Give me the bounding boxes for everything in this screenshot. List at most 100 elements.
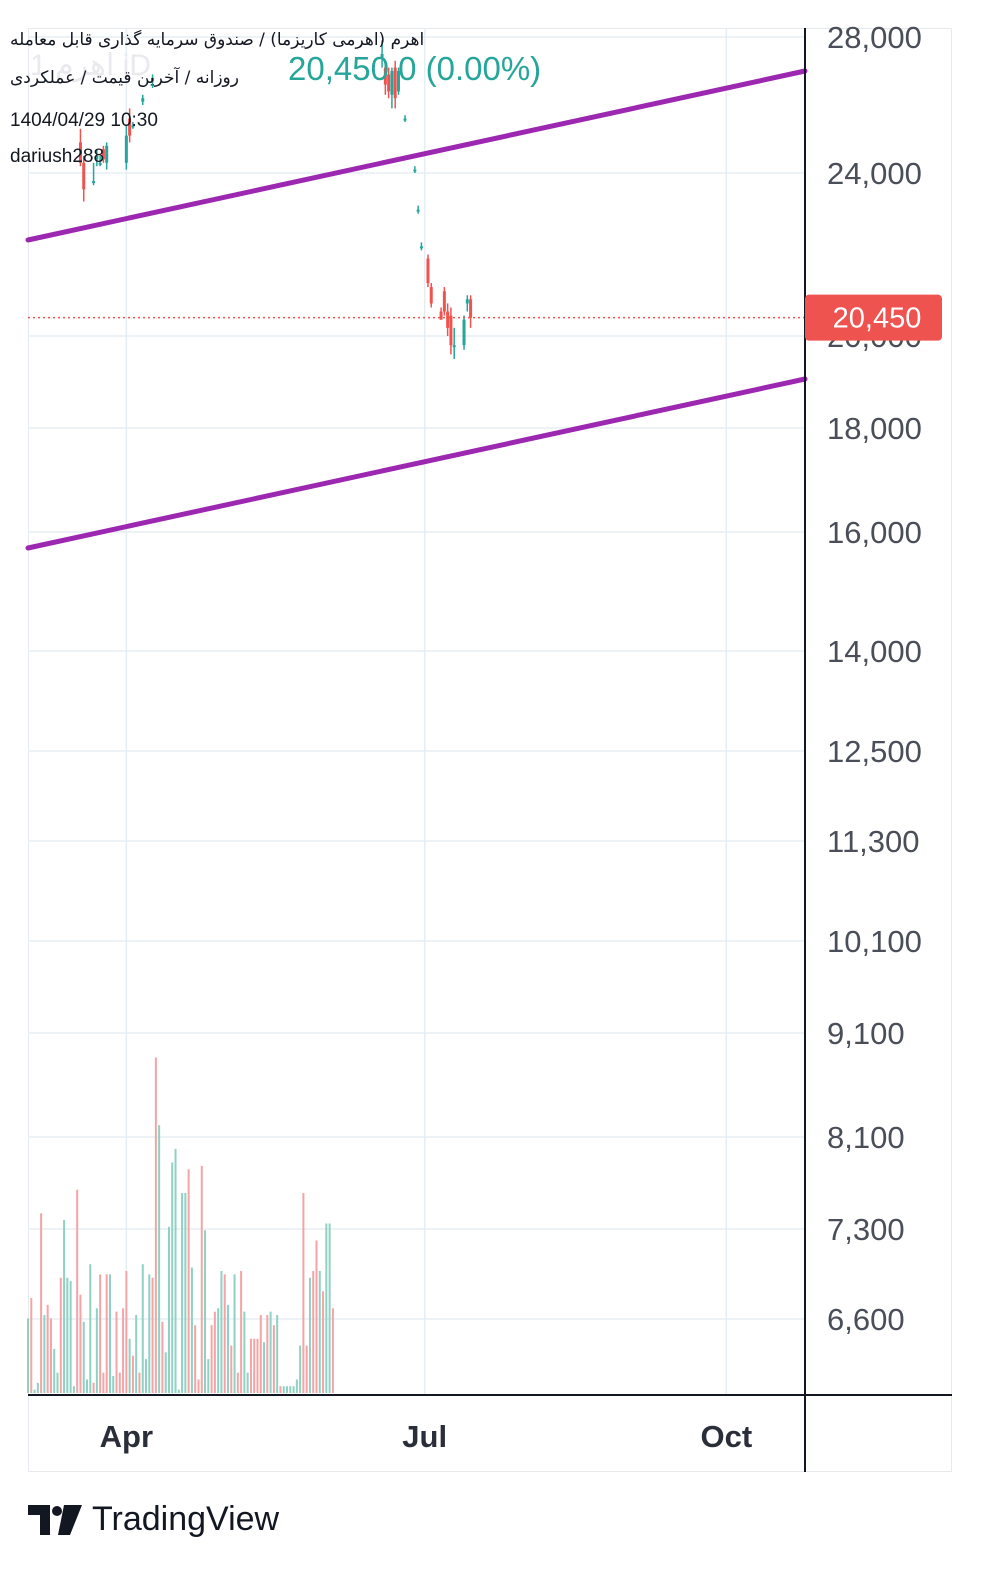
volume-bar [243, 1311, 246, 1393]
chart-datetime: 1404/04/29 10:30 [10, 110, 158, 131]
candle-body [403, 118, 407, 121]
y-tick-label: 28,000 [827, 20, 922, 55]
candle-body [396, 71, 400, 92]
candle-body [92, 181, 96, 184]
volume-bar [108, 1274, 111, 1393]
tradingview-logo-icon [28, 1504, 82, 1535]
volume-bar [312, 1270, 315, 1393]
y-tick-label: 10,100 [827, 924, 922, 959]
candle-body [462, 319, 466, 346]
volume-bar [95, 1308, 98, 1393]
volume-bar [72, 1386, 75, 1393]
symbol-watermark: 1 اهرم iD [30, 49, 151, 82]
candle-body [128, 118, 132, 136]
volume-bar [305, 1345, 308, 1393]
volume-bar [46, 1304, 49, 1393]
candle-body [413, 169, 417, 172]
volume-bar [279, 1386, 282, 1393]
tradingview-brand[interactable]: TradingView [28, 1500, 279, 1539]
volume-bar [27, 1318, 29, 1393]
volume-bar [282, 1386, 285, 1393]
volume-bar [128, 1338, 131, 1393]
last-price-badge [805, 294, 942, 341]
channel-upper-line [25, 68, 808, 243]
candle-body [465, 299, 469, 304]
candle-body [124, 135, 128, 163]
y-tick-label: 9,100 [827, 1016, 905, 1051]
volume-bar [89, 1264, 92, 1393]
volume-bar [53, 1348, 56, 1393]
volume-bar [256, 1338, 259, 1393]
volume-bar [141, 1264, 144, 1393]
volume-bar [308, 1277, 311, 1393]
volume-bar [158, 1125, 161, 1393]
candle-body [452, 345, 456, 348]
axes [28, 28, 952, 1472]
volume-bar [246, 1372, 249, 1393]
volume-bar [40, 1213, 43, 1393]
volume-bar [263, 1342, 266, 1393]
candle-body [419, 246, 423, 249]
volume-bar [56, 1372, 59, 1393]
volume-bar [318, 1270, 321, 1393]
volume-bar [292, 1386, 295, 1393]
chart-author: dariush288 [10, 146, 105, 167]
volume-bar [266, 1315, 269, 1393]
candle-body [416, 209, 420, 212]
chart-title: اهرم (اهرمی کاریزما) / صندوق سرمایه گذار… [10, 30, 425, 50]
volume-bar [276, 1315, 279, 1393]
volume-bar [236, 1372, 239, 1393]
volume-bar [59, 1277, 62, 1393]
volume-bar [131, 1355, 134, 1393]
candle-body [387, 74, 391, 92]
volume-bar [200, 1165, 203, 1393]
volume-bar [174, 1148, 177, 1393]
volume-bar [49, 1318, 52, 1393]
volume-bar [161, 1321, 164, 1393]
candle-body [390, 71, 394, 95]
volume-bar [112, 1376, 115, 1393]
y-axis-labels: 28,00024,00020,00018,00016,00014,00012,5… [827, 20, 922, 1337]
volume-bar [122, 1308, 125, 1393]
volume-bar [226, 1304, 229, 1393]
volume-bar [167, 1226, 170, 1393]
volume-bar [177, 1389, 180, 1393]
volume-bar [217, 1308, 220, 1393]
volume-bar [184, 1192, 187, 1393]
candle-body [141, 98, 145, 102]
candle-body [429, 287, 433, 304]
candle-body [98, 162, 102, 165]
volume-bar [322, 1291, 325, 1393]
volume-bar [164, 1352, 167, 1393]
volume-bar [92, 1382, 95, 1393]
volume-bar [315, 1240, 318, 1393]
volume-bar [331, 1308, 334, 1393]
candle-body [131, 125, 135, 128]
volume-bar [299, 1345, 302, 1393]
volume-bar [102, 1372, 105, 1393]
volume-bar [233, 1274, 236, 1393]
candle-body [469, 299, 473, 318]
candle-body [393, 67, 397, 99]
candle-body [426, 258, 430, 284]
volume-bar [43, 1315, 46, 1393]
volume-bar [289, 1386, 292, 1393]
candle-body [439, 311, 443, 320]
y-tick-label: 14,000 [827, 634, 922, 669]
volume-bar [187, 1169, 190, 1393]
volume-bar [295, 1379, 298, 1393]
y-tick-label: 8,100 [827, 1120, 905, 1155]
volume-bar [82, 1321, 85, 1393]
volume-pane [27, 1057, 334, 1393]
volume-bar [197, 1379, 200, 1393]
channel-lower-line [25, 376, 808, 551]
chart-canvas[interactable]: 28,00024,00020,00018,00016,00014,00012,5… [0, 0, 982, 1500]
candle-body [449, 315, 453, 346]
volume-bar [253, 1338, 256, 1393]
candle-body [78, 142, 82, 163]
volume-bar [154, 1057, 157, 1393]
volume-bar [66, 1277, 69, 1393]
y-tick-label: 24,000 [827, 156, 922, 191]
volume-bar [76, 1189, 79, 1393]
volume-bar [249, 1338, 252, 1393]
